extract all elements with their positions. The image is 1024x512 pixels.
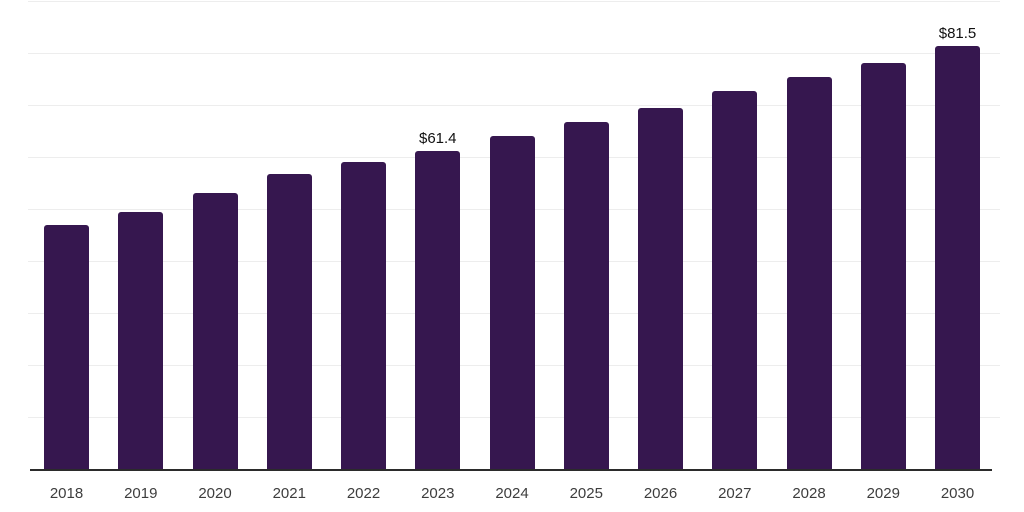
bar-2018 bbox=[44, 225, 89, 470]
bar-2029 bbox=[860, 62, 906, 470]
bar-2026 bbox=[638, 108, 683, 470]
data-label-2023: $61.4 bbox=[418, 129, 457, 147]
bar-2021 bbox=[266, 174, 312, 470]
bar-2025 bbox=[563, 122, 609, 470]
bar-2020 bbox=[192, 192, 238, 470]
x-tick-2028: 2028 bbox=[792, 485, 826, 502]
x-tick-2019: 2019 bbox=[124, 485, 158, 502]
bar-2023: $61.4 bbox=[415, 130, 461, 470]
x-tick-2024: 2024 bbox=[495, 485, 529, 502]
bar-2028 bbox=[786, 76, 832, 470]
plot-area: $61.4 $81.5 bbox=[28, 0, 1000, 470]
gridline-90 bbox=[28, 1, 1000, 2]
x-axis-line bbox=[30, 469, 992, 471]
gridline-70 bbox=[28, 105, 1000, 106]
x-tick-2023: 2023 bbox=[421, 485, 455, 502]
x-tick-2018: 2018 bbox=[49, 485, 84, 502]
bar-2030: $81.5 bbox=[935, 25, 980, 470]
x-tick-2027: 2027 bbox=[718, 485, 752, 502]
x-tick-2022: 2022 bbox=[346, 485, 381, 502]
bar-2022 bbox=[341, 162, 386, 470]
x-tick-2025: 2025 bbox=[569, 485, 603, 502]
bar-2027 bbox=[712, 90, 758, 470]
gridline-80 bbox=[28, 53, 1000, 54]
x-tick-2029: 2029 bbox=[866, 485, 900, 502]
x-axis-tick-labels: 2018 2019 2020 2021 2022 2023 2024 2025 2026 2027… bbox=[44, 485, 980, 502]
x-tick-2026: 2026 bbox=[643, 485, 678, 502]
data-label-2030: $81.5 bbox=[938, 25, 977, 43]
x-tick-2030: 2030 bbox=[940, 485, 975, 502]
bar-2024 bbox=[489, 136, 535, 470]
x-tick-2021: 2021 bbox=[272, 485, 306, 502]
bar-2019 bbox=[118, 211, 164, 470]
bars: $61.4 $81.5 bbox=[44, 0, 980, 470]
x-tick-2020: 2020 bbox=[198, 485, 232, 502]
